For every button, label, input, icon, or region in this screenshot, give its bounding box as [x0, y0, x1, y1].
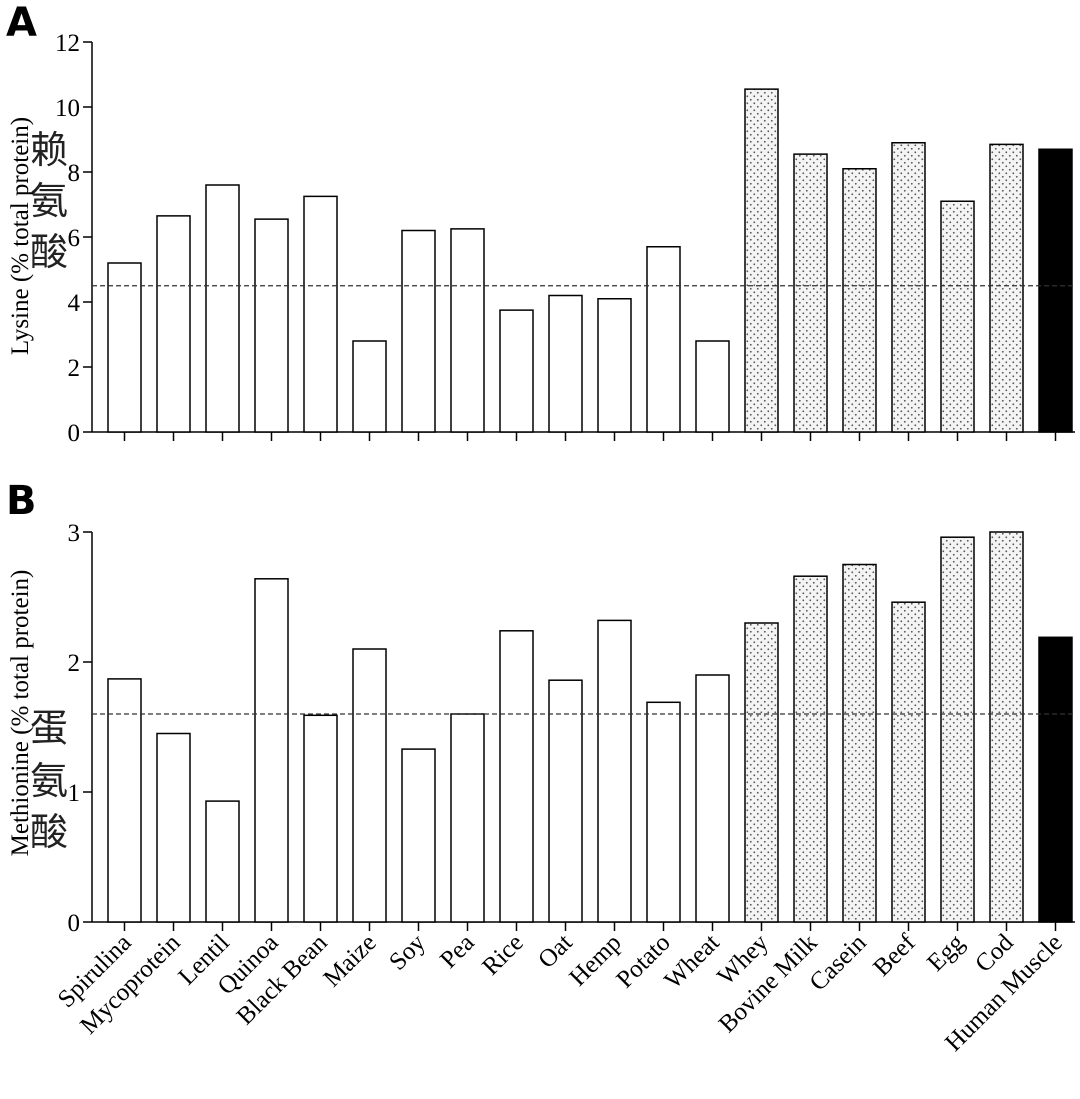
- panel-a-cn-annotation: 赖 氨 酸: [30, 128, 68, 274]
- panel-a-bar-potato: [646, 246, 681, 433]
- panel-a: A Lysine (% total protein) 赖 氨 酸 0 2 4 6 8 10…: [6, 0, 1075, 447]
- panel-b-bar-spirulina: [107, 678, 142, 923]
- panel-b-plot: 0 1 2 3: [68, 520, 1075, 937]
- panel-a-bar-mycoprotein: [156, 215, 191, 433]
- panel-a-bar-whey: [744, 88, 779, 433]
- x-category-label-wheat: Wheat: [660, 929, 725, 994]
- panel-a-y-tick-label: 12: [55, 30, 80, 57]
- panel-b-bar-soy: [401, 748, 436, 923]
- panel-a-bar-soy: [401, 229, 436, 433]
- panel-a-y-tick-label: 2: [68, 355, 81, 382]
- panel-a-bar-human-muscle: [1038, 148, 1073, 433]
- panel-b-bar-lentil: [205, 800, 240, 923]
- panel-b-bar-pea: [450, 713, 485, 923]
- panel-b-bar-maize: [352, 648, 387, 923]
- panel-a-bar-oat: [548, 294, 583, 433]
- panel-a-y-tick-label: 0: [68, 420, 81, 447]
- x-category-label-beef: Beef: [868, 929, 921, 982]
- panel-b-bar-black-bean: [303, 714, 338, 923]
- panel-a-bar-quinoa: [254, 218, 289, 433]
- panel-b-bar-casein: [842, 563, 877, 923]
- x-category-label-egg: Egg: [922, 929, 970, 977]
- panel-b: B Methionine (% total protein) 蛋 氨 酸 0 1 2…: [6, 478, 1075, 937]
- panel-b-y-tick-label: 1: [68, 780, 81, 807]
- panel-b-cn-char-2: 氨: [30, 759, 68, 803]
- panel-b-y-tick-label: 0: [68, 910, 81, 937]
- panel-a-plot: 0 2 4 6 8 10 12: [55, 30, 1075, 447]
- x-category-label-potato: Potato: [611, 929, 675, 993]
- panel-b-cn-char-3: 酸: [30, 810, 68, 854]
- panel-a-y-tick-label: 4: [68, 290, 81, 317]
- panel-a-y-tick-label: 6: [68, 225, 81, 252]
- panel-b-bar-cod: [989, 531, 1024, 923]
- panel-b-cn-char-1: 蛋: [30, 706, 68, 750]
- panel-a-bar-hemp: [597, 298, 632, 433]
- panel-a-cn-char-3: 酸: [30, 230, 68, 274]
- panel-b-bar-oat: [548, 679, 583, 923]
- x-category-label-hemp: Hemp: [564, 929, 626, 991]
- panel-b-bar-potato: [646, 701, 681, 923]
- panel-b-bar-hemp: [597, 619, 632, 923]
- panel-a-bar-cod: [989, 143, 1024, 433]
- panel-a-bar-bovine-milk: [793, 153, 828, 433]
- panel-b-bar-beef: [891, 601, 926, 923]
- panel-b-cn-annotation: 蛋 氨 酸: [30, 706, 68, 854]
- x-category-label-rice: Rice: [477, 929, 528, 980]
- panel-a-bar-pea: [450, 228, 485, 433]
- panel-a-cn-char-2: 氨: [30, 179, 68, 223]
- panel-b-bar-bovine-milk: [793, 575, 828, 923]
- panel-b-bar-whey: [744, 622, 779, 923]
- panel-a-bar-wheat: [695, 340, 730, 433]
- panel-a-bar-black-bean: [303, 195, 338, 433]
- panel-a-bar-lentil: [205, 184, 240, 433]
- panel-b-y-axis-title: Methionine (% total protein): [7, 570, 34, 857]
- panel-a-bar-spirulina: [107, 262, 142, 433]
- panel-b-bar-quinoa: [254, 578, 289, 923]
- panel-a-y-tick-label: 10: [55, 95, 80, 122]
- x-category-label-soy: Soy: [384, 929, 431, 976]
- panel-a-bar-beef: [891, 142, 926, 433]
- x-category-label-maize: Maize: [318, 929, 381, 992]
- panel-a-bar-egg: [940, 200, 975, 433]
- panel-b-bar-wheat: [695, 674, 730, 923]
- panel-a-bar-casein: [842, 168, 877, 433]
- panel-a-letter: A: [6, 0, 37, 46]
- panel-b-bar-human-muscle: [1038, 636, 1073, 923]
- panel-b-y-tick-label: 2: [68, 650, 81, 677]
- panel-a-bar-maize: [352, 340, 387, 433]
- panel-b-y-tick-label: 3: [68, 520, 81, 547]
- panel-a-bar-rice: [499, 309, 534, 433]
- panel-b-bar-rice: [499, 630, 534, 923]
- panel-b-bar-mycoprotein: [156, 732, 191, 923]
- x-category-label-casein: Casein: [805, 929, 873, 997]
- panel-a-cn-char-1: 赖: [30, 128, 68, 172]
- panel-a-y-tick-label: 8: [68, 160, 81, 187]
- panel-b-letter: B: [6, 478, 37, 524]
- panel-a-y-axis-title: Lysine (% total protein): [7, 117, 34, 355]
- panel-b-bar-egg: [940, 536, 975, 923]
- x-category-label-pea: Pea: [435, 929, 480, 974]
